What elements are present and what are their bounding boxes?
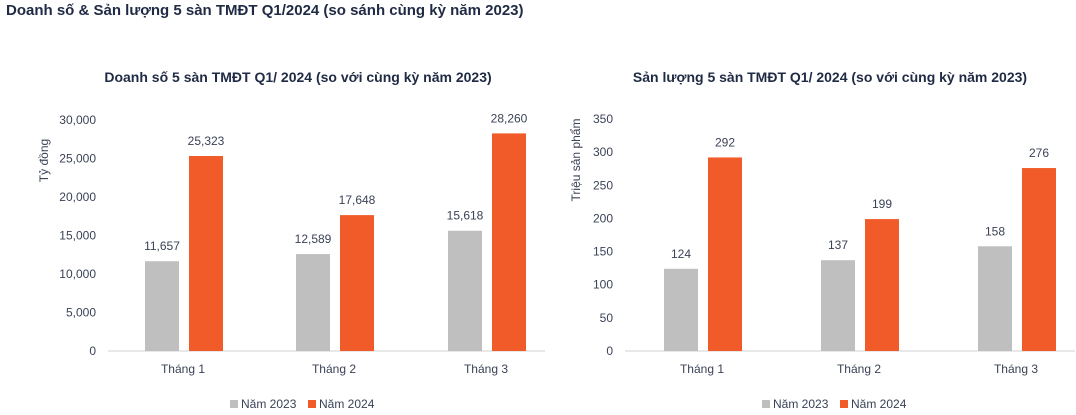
data-label: 199 [872,197,892,211]
x-tick-label: Tháng 3 [464,362,508,376]
x-tick-label: Tháng 1 [161,362,205,376]
bar-2024 [340,215,374,351]
legend-label: Năm 2023 [241,397,297,411]
y-tick-label: 25,000 [59,152,96,166]
data-label: 276 [1029,146,1049,160]
y-axis-label: Triệu sản phẩm [569,119,583,202]
bar-2024 [492,133,526,351]
bar-2023 [448,230,482,351]
x-tick-label: Tháng 3 [994,362,1038,376]
x-tick-label: Tháng 1 [680,362,724,376]
y-tick-label: 200 [593,211,613,225]
x-tick-label: Tháng 2 [837,362,881,376]
data-label: 12,589 [295,232,332,246]
y-tick-label: 10,000 [59,267,96,281]
y-tick-label: 250 [593,178,613,192]
y-tick-label: 50 [600,311,614,325]
bar-2024 [708,157,742,351]
y-tick-label: 100 [593,278,613,292]
y-tick-label: 30,000 [59,113,96,127]
bar-2023 [296,254,330,351]
bar-2023 [664,268,698,351]
bar-2024 [865,219,899,351]
data-label: 11,657 [144,239,180,253]
x-tick-label: Tháng 2 [312,362,356,376]
legend-swatch [230,400,238,408]
y-tick-label: 0 [606,344,613,358]
chart-title: Doanh số 5 sàn TMĐT Q1/ 2024 (so với cùn… [104,69,491,85]
legend-swatch [308,400,316,408]
data-label: 28,260 [491,111,528,125]
legend-swatch [762,400,770,408]
data-label: 124 [671,247,691,261]
page-title: Doanh số & Sản lượng 5 sàn TMĐT Q1/2024 … [6,2,524,19]
y-tick-label: 150 [593,245,613,259]
y-tick-label: 350 [593,112,613,126]
data-label: 15,618 [447,209,484,223]
data-label: 292 [715,135,735,149]
legend-label: Năm 2023 [773,397,829,411]
legend-swatch [840,400,848,408]
data-label: 137 [828,238,848,252]
bar-2024 [189,156,223,351]
legend-label: Năm 2024 [319,397,375,411]
chart-title: Sản lượng 5 sàn TMĐT Q1/ 2024 (so với cù… [633,69,1027,85]
y-tick-label: 300 [593,145,613,159]
data-label: 25,323 [188,134,225,148]
y-tick-label: 5,000 [66,306,96,320]
y-tick-label: 15,000 [59,229,96,243]
bar-2024 [1022,168,1056,351]
bar-2023 [821,260,855,351]
bar-2023 [978,246,1012,351]
y-axis-label: Tỷ đồng [37,139,51,182]
data-label: 17,648 [339,193,376,207]
y-tick-label: 20,000 [59,190,96,204]
legend-label: Năm 2024 [851,397,907,411]
data-label: 158 [985,224,1005,238]
bar-2023 [145,261,179,351]
y-tick-label: 0 [89,344,96,358]
